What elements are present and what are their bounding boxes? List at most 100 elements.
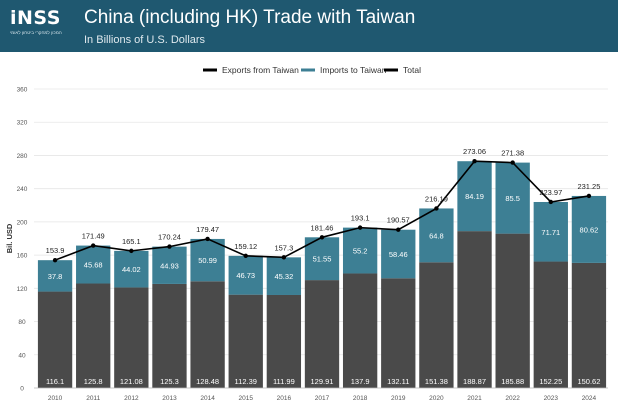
bar-exports [37,291,73,388]
total-value-label: 157.3 [274,243,293,252]
exports-value-label: 151.38 [425,377,448,386]
page-subtitle: In Billions of U.S. Dollars [84,34,206,46]
bar-imports [114,250,149,288]
chart-axes: 0 40 80 120 160 200 240 280 320 360 Bil. USD 2010 20… [5,87,608,402]
total-point [510,160,515,165]
x-tick-label: 2011 [86,395,100,402]
bar-imports [152,246,187,284]
bar-imports [533,201,568,262]
imports-value-label: 58.46 [389,250,408,259]
total-point [281,255,287,260]
bar-imports [342,227,378,274]
header-banner: iNSS המכון למחקרי ביטחון לאומי China (in… [0,0,618,52]
exports-value-label: 150.62 [577,377,600,386]
bar-exports [419,262,454,388]
exports-value-label: 128.48 [196,377,219,386]
page-title: China (including HK) Trade with Taiwan [84,7,416,28]
y-tick-label: 240 [17,186,28,193]
total-point [167,244,172,249]
x-tick-label: 2021 [467,395,482,402]
x-tick-label: 2015 [238,395,253,402]
total-point [396,227,401,232]
total-value-label: 165.1 [122,237,141,246]
total-value-label: 273.06 [463,147,486,156]
exports-value-label: 188.87 [463,377,486,386]
bar-exports [457,231,492,388]
y-tick-label: 80 [18,319,26,326]
total-value-label: 271.38 [501,149,524,158]
total-point [243,253,248,259]
total-value-label: 181.46 [311,223,334,232]
x-tick-label: 2012 [124,395,139,402]
bar-exports [533,261,568,388]
trade-chart: Exports from Taiwan Imports to Taiwan Tota… [5,65,608,402]
inss-logo[interactable]: iNSS המכון למחקרי ביטחון לאומי [10,8,72,44]
x-tick-label: 2016 [277,395,292,402]
y-tick-label: 120 [17,286,28,293]
bar-exports [114,287,149,388]
legend-label-1: Imports to Taiwan [320,65,387,75]
bar-imports [304,237,340,281]
imports-value-label: 64.8 [429,231,444,240]
bar-exports [571,262,607,388]
exports-value-label: 111.99 [273,377,295,386]
total-point [548,199,553,205]
y-tick-label: 320 [17,120,28,127]
bar-exports [152,283,187,388]
bar-imports [76,245,111,284]
total-value-label: 193.1 [351,214,370,223]
imports-value-label: 45.32 [274,272,293,281]
x-tick-label: 2024 [582,395,597,402]
bar-imports [37,260,73,292]
bar-imports [381,229,416,279]
bar-imports [457,161,492,232]
bar-imports [266,257,302,295]
logo-tagline: המכון למחקרי ביטחון לאומי [10,30,62,35]
bar-imports [571,195,607,263]
imports-value-label: 44.02 [122,265,141,274]
exports-value-label: 129.91 [311,377,334,386]
y-tick-label: 40 [18,352,26,359]
bar-imports [228,255,263,295]
total-point [205,236,210,242]
y-tick-label: 360 [17,87,28,94]
total-value-label: 216.19 [425,194,448,203]
bar-exports [381,278,416,388]
exports-value-label: 112.39 [235,377,257,386]
imports-value-label: 44.93 [160,261,179,270]
bar-exports [304,280,340,388]
imports-value-label: 46.73 [236,271,255,280]
bar-exports [495,233,530,388]
legend-label-0: Exports from Taiwan [222,65,299,75]
x-tick-label: 2023 [544,395,559,402]
exports-value-label: 125.8 [84,377,103,386]
x-tick-label: 2022 [505,395,520,402]
bar-exports [228,294,263,388]
chart-container: Exports from Taiwan Imports to Taiwan Tota… [0,52,618,412]
y-axis-title: Bil. USD [5,223,14,253]
total-value-label: 159.12 [234,242,257,251]
chart-bars [37,161,607,388]
y-tick-label: 0 [20,386,24,393]
total-point [357,225,363,230]
exports-value-label: 121.08 [120,377,143,386]
legend-label-2: Total [403,65,421,75]
total-value-label: 170.24 [158,233,181,242]
x-tick-label: 2014 [200,395,215,402]
chart-data-labels: 116.1 37.8 125.8 45.68 121.08 44.02 125.3 44.93… [46,147,601,386]
logo-wordmark: iNSS [10,7,61,29]
exports-value-label: 137.9 [351,377,370,386]
imports-value-label: 55.2 [353,247,368,256]
imports-value-label: 45.68 [84,261,103,270]
total-value-label: 153.9 [46,246,65,255]
total-point [586,193,592,199]
imports-value-label: 50.99 [198,256,217,265]
imports-value-label: 71.71 [541,228,560,237]
bar-imports [419,208,454,263]
total-point [434,206,439,211]
imports-value-label: 51.55 [313,255,332,264]
total-line-group [52,159,592,263]
bar-exports [342,273,378,388]
total-value-label: 171.49 [82,232,105,241]
x-tick-label: 2020 [429,395,444,402]
